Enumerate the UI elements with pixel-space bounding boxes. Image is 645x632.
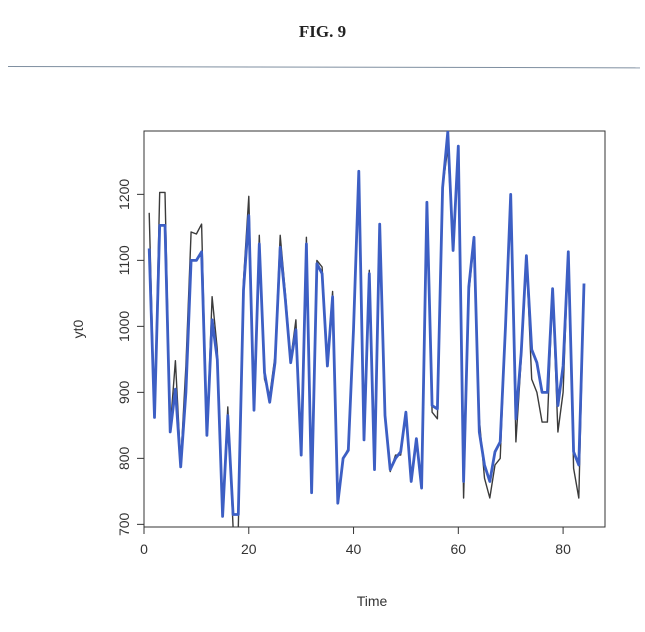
figure-title: FIG. 9 — [298, 22, 347, 41]
y-axis-label: yt0 — [70, 319, 86, 338]
x-tick-label: 0 — [140, 541, 148, 557]
y-tick-label: 700 — [116, 512, 132, 536]
x-tick-label: 80 — [555, 541, 571, 557]
y-tick-label: 1000 — [116, 311, 132, 342]
y-tick-label: 900 — [116, 380, 132, 404]
y-tick-label: 800 — [116, 446, 132, 470]
x-axis-label: Time — [357, 593, 388, 609]
x-axis: 0 20 40 60 80 — [140, 527, 571, 557]
series-line-1 — [147, 131, 586, 518]
x-tick-label: 60 — [451, 541, 467, 557]
y-axis: 700 800 900 1000 1100 1200 — [116, 179, 144, 536]
series-layer — [147, 131, 586, 527]
y-tick-label: 1200 — [116, 179, 132, 210]
x-tick-label: 20 — [241, 541, 257, 557]
y-tick-label: 1100 — [116, 245, 132, 275]
plot-frame — [143, 130, 606, 528]
x-tick-label: 40 — [346, 541, 362, 557]
